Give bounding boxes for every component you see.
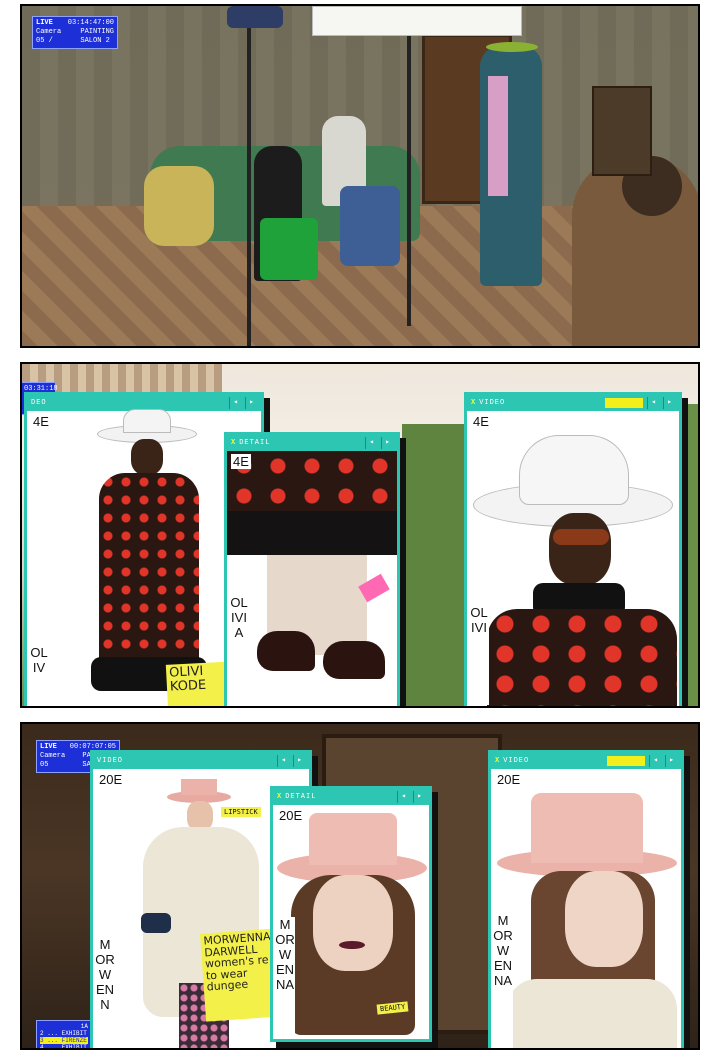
window-title: DETAIL: [239, 439, 271, 447]
video-panel-look-4e: 03:31:18 4 N 1 DEO ◂ ▸ 4E OLIV OLIVI KOD…: [20, 362, 700, 708]
model-name-vertical: OLIV: [29, 645, 49, 706]
window-title: VIDEO: [479, 399, 506, 407]
model-face: [313, 875, 393, 971]
easel: [592, 86, 652, 176]
handbag: [141, 913, 171, 933]
prev-arrow-icon[interactable]: ◂: [647, 397, 659, 409]
camera-label: Camera 05: [40, 752, 66, 769]
window-title: DETAIL: [285, 793, 317, 801]
model-face: [565, 871, 643, 967]
pink-hat-crown: [309, 813, 397, 865]
next-arrow-icon[interactable]: ▸: [381, 437, 393, 449]
window-title: VIDEO: [97, 757, 124, 765]
coat-hem-detail: [227, 451, 397, 511]
loafer-left: [257, 631, 315, 671]
coat: [487, 609, 677, 706]
prev-arrow-icon[interactable]: ◂: [277, 755, 289, 767]
pink-hat-crown: [181, 779, 217, 795]
highlight-bar: [607, 756, 645, 766]
sofa-arm: [144, 166, 214, 246]
greenery: [402, 424, 472, 706]
look-code: 4E: [31, 414, 51, 429]
room-line-2: SALON 2: [80, 37, 110, 45]
sunglasses: [553, 529, 609, 545]
detail-window[interactable]: X DETAIL ◂ ▸ 4E OLIVIA: [224, 432, 400, 706]
close-icon[interactable]: X: [277, 793, 282, 801]
timecode: 03:31:18: [24, 385, 58, 393]
video-panel-look-20e: LIVE 00:07:07:05 Camera 05 PAINTING SALO…: [20, 722, 700, 1050]
look-code: 4E: [471, 414, 491, 429]
dark-lips: [339, 941, 365, 949]
green-skirt: [260, 218, 318, 280]
look-code: 4E: [231, 454, 251, 469]
model-name-vertical: MORWENNA: [493, 913, 513, 1048]
model-name-vertical: MORWENNA: [275, 917, 295, 1039]
menu-overlay[interactable]: 1A 2 ... EXHIBIT 3 ... FIRENZE 4 ... EXH…: [36, 1020, 92, 1050]
model-name-vertical: OLIVIA: [229, 595, 249, 705]
window-titlebar: X VIDEO ◂ ▸: [467, 395, 679, 411]
prev-arrow-icon[interactable]: ◂: [365, 437, 377, 449]
fur-trim-detail: [227, 511, 397, 555]
light-stand: [407, 36, 411, 326]
look-code: 20E: [97, 772, 125, 787]
standing-model-hat: [486, 42, 538, 52]
menu-line: 1A: [80, 1023, 88, 1030]
white-hat-crown: [123, 409, 171, 433]
video-window-right[interactable]: X VIDEO ◂ ▸ 20E MORWENNA: [488, 750, 684, 1048]
room-line-1: PAINTING: [80, 28, 114, 36]
window-title: DEO: [31, 399, 47, 407]
spotlight: [227, 6, 283, 28]
window-titlebar: DEO ◂ ▸: [27, 395, 261, 411]
pink-hat-crown: [531, 793, 643, 863]
video-window-right[interactable]: X VIDEO ◂ ▸ 4E OLIVI: [464, 392, 682, 706]
live-label: LIVE: [36, 19, 53, 27]
close-icon[interactable]: X: [471, 399, 476, 407]
light-stand: [247, 26, 251, 346]
note-line: dungee: [206, 977, 249, 994]
close-icon[interactable]: X: [231, 439, 236, 447]
timecode: 03:14:47:00: [67, 19, 114, 27]
video-panel-salon: LIVE 03:14:47:00 Camera 05 / PAINTING SA…: [20, 4, 700, 348]
look-code: 20E: [277, 808, 305, 823]
model-name-vertical: MORWENN: [95, 937, 115, 1048]
live-label: LIVE: [40, 743, 57, 751]
next-arrow-icon[interactable]: ▸: [665, 755, 677, 767]
prev-arrow-icon[interactable]: ◂: [397, 791, 409, 803]
polka-dot-coat: [99, 473, 199, 683]
menu-line[interactable]: 4 ... EXHIBIT: [40, 1044, 87, 1050]
lipstick-tag: LIPSTICK: [221, 807, 261, 817]
next-arrow-icon[interactable]: ▸: [293, 755, 305, 767]
prev-arrow-icon[interactable]: ◂: [649, 755, 661, 767]
timecode: 00:07:07:05: [69, 743, 116, 751]
model-name-vertical: OLIVI: [469, 605, 489, 705]
loafer-right: [323, 641, 385, 679]
next-arrow-icon[interactable]: ▸: [663, 397, 675, 409]
scarf: [488, 76, 508, 196]
window-titlebar: X DETAIL ◂ ▸: [273, 789, 429, 805]
highlight-bar: [605, 398, 643, 408]
detail-window[interactable]: X DETAIL ◂ ▸ 20E BEAUTY MORWENNA: [270, 786, 432, 1042]
window-titlebar: VIDEO ◂ ▸: [93, 753, 309, 769]
fur-collar: [507, 979, 677, 1048]
menu-line[interactable]: 2 ... EXHIBIT: [40, 1030, 87, 1037]
camera-label: Camera 05 /: [36, 28, 62, 45]
look-code: 20E: [495, 772, 523, 787]
window-titlebar: X DETAIL ◂ ▸: [227, 435, 397, 451]
window-title: VIDEO: [503, 757, 530, 765]
softbox: [312, 6, 522, 36]
live-overlay: LIVE 03:14:47:00 Camera 05 / PAINTING SA…: [32, 16, 118, 49]
next-arrow-icon[interactable]: ▸: [245, 397, 257, 409]
jeans: [340, 186, 400, 266]
close-icon[interactable]: X: [495, 757, 500, 765]
next-arrow-icon[interactable]: ▸: [413, 791, 425, 803]
prev-arrow-icon[interactable]: ◂: [229, 397, 241, 409]
model-face: [131, 439, 163, 475]
model-face: [549, 513, 611, 585]
model-face: [187, 801, 213, 831]
window-titlebar: X VIDEO ◂ ▸: [491, 753, 681, 769]
menu-line-selected[interactable]: 3 ... FIRENZE: [40, 1037, 88, 1044]
hat-crown: [519, 435, 629, 505]
